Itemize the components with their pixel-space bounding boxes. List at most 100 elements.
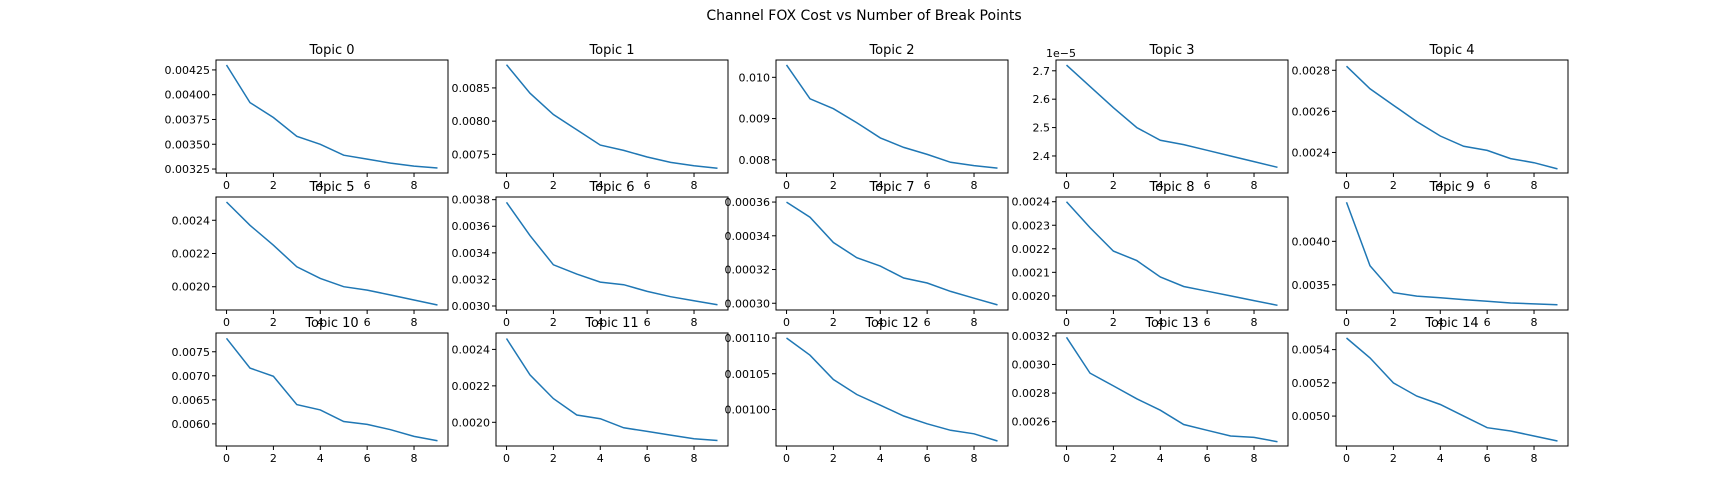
subplot-title: Topic 13	[1144, 316, 1198, 331]
y-tick-label: 0.00375	[165, 113, 211, 126]
y-tick-label: 0.0022	[1012, 243, 1051, 256]
figure-title: Channel FOX Cost vs Number of Break Poin…	[706, 8, 1021, 24]
x-tick-label: 8	[411, 179, 418, 192]
subplot-topic-7: 0 2 4 6 8 0.00030 0.00032 0.00034 0.00036 Topic 7	[725, 180, 1009, 329]
y-tick-label: 2.4	[1033, 150, 1051, 163]
x-tick-label: 6	[1204, 179, 1211, 192]
series-line	[225, 337, 438, 442]
x-tick-label: 0	[223, 452, 230, 465]
x-tick-label: 8	[411, 452, 418, 465]
subplot-topic-9: 0 2 4 6 8 0.0035 0.0040 Topic 9	[1292, 180, 1569, 329]
x-tick-label: 6	[1484, 452, 1491, 465]
x-tick-label: 6	[364, 179, 371, 192]
subplot-title: Topic 10	[304, 316, 358, 331]
x-tick-label: 8	[971, 316, 978, 329]
x-tick-label: 2	[270, 452, 277, 465]
y-tick-label: 0.0080	[452, 115, 491, 128]
subplot-topic-8: 0 2 4 6 8 0.0020 0.0021 0.0022 0.0023 0.0024 Topic…	[1012, 180, 1289, 329]
series-line	[786, 337, 998, 442]
subplot-grid: 0 2 4 6 80.003250.003500.003750.004000.00425…	[165, 43, 1569, 465]
series-line	[1065, 336, 1278, 443]
series-line	[786, 201, 998, 306]
x-tick-label: 0	[1343, 316, 1350, 329]
x-tick-label: 8	[971, 179, 978, 192]
subplot-topic-11: 0 2 4 6 8 0.0020 0.0022 0.0024 Topic 11	[452, 316, 729, 465]
y-tick-label: 0.0026	[1012, 416, 1051, 429]
subplot-title: Topic 4	[1428, 43, 1474, 58]
subplot-title: Topic 7	[868, 180, 914, 195]
x-tick-label: 0	[783, 316, 790, 329]
x-tick-label: 4	[597, 179, 604, 192]
x-tick-label: 0	[503, 452, 510, 465]
x-tick-label: 8	[1531, 179, 1538, 192]
subplot-topic-3: 0 2 4 6 8 2.4 2.5 2.6 2.7 1e−5 Topic 3	[1033, 43, 1289, 192]
y-tick-label: 0.00425	[165, 64, 211, 77]
x-tick-label: 6	[924, 452, 931, 465]
y-tick-label: 0.00030	[725, 297, 771, 310]
y-tick-label: 0.0022	[452, 380, 491, 393]
x-tick-label: 8	[691, 452, 698, 465]
subplot-topic-12: 0 2 4 6 8 0.00100 0.00105 0.00110 Topic 12	[725, 316, 1009, 465]
y-tick-label: 0.0030	[452, 300, 491, 313]
subplot-topic-0: 0 2 4 6 8 0.00325 0.00350 0.00375 0.00400 0.00425…	[165, 43, 449, 192]
y-tick-label: 0.0035	[1292, 279, 1331, 292]
subplot-title: Topic 0	[308, 43, 354, 58]
axes-frame	[775, 59, 1009, 174]
y-tick-label: 0.0024	[1012, 196, 1051, 209]
x-tick-label: 0	[783, 179, 790, 192]
x-tick-label: 4	[877, 452, 884, 465]
x-tick-label: 4	[1157, 452, 1164, 465]
y-tick-label: 0.0085	[452, 82, 491, 95]
x-tick-label: 4	[877, 316, 884, 329]
x-tick-label: 4	[317, 179, 324, 192]
x-tick-label: 8	[1531, 316, 1538, 329]
subplot-topic-1: 0 2 4 6 8 0.0075 0.0080 0.0085 Topic 1	[452, 43, 729, 192]
axes-frame	[1055, 332, 1289, 447]
y-tick-label: 0.0022	[172, 248, 211, 261]
x-tick-label: 6	[364, 452, 371, 465]
axes-frame	[495, 59, 729, 174]
x-tick-label: 8	[1251, 316, 1258, 329]
subplot-title: Topic 3	[1148, 43, 1194, 58]
x-tick-label: 6	[924, 316, 931, 329]
x-tick-label: 4	[1437, 452, 1444, 465]
x-tick-label: 8	[691, 316, 698, 329]
subplot-title: Topic 2	[868, 43, 914, 58]
axes-frame	[775, 332, 1009, 447]
x-tick-label: 2	[550, 452, 557, 465]
x-tick-label: 6	[1204, 316, 1211, 329]
series-line	[1346, 337, 1558, 442]
series-line	[1345, 65, 1558, 170]
x-tick-label: 4	[317, 316, 324, 329]
y-tick-label: 0.0034	[452, 247, 491, 260]
y-tick-label: 0.0050	[1292, 410, 1331, 423]
x-tick-label: 8	[411, 316, 418, 329]
subplot-topic-13: 0 2 4 6 8 0.0026 0.0028 0.0030 0.0032 Topic 13	[1012, 316, 1289, 465]
series-line	[225, 201, 438, 306]
y-tick-label: 0.0040	[1292, 235, 1331, 248]
x-tick-label: 2	[1390, 316, 1397, 329]
x-tick-label: 4	[1157, 179, 1164, 192]
subplot-title: Topic 9	[1428, 180, 1474, 195]
x-tick-label: 4	[597, 452, 604, 465]
axes-frame	[1335, 196, 1569, 311]
y-tick-label: 0.008	[739, 154, 771, 167]
y-tick-label: 0.0070	[172, 370, 211, 383]
y-tick-label: 0.0075	[172, 346, 211, 359]
x-tick-label: 2	[1390, 179, 1397, 192]
subplot-title: Topic 11	[584, 316, 638, 331]
y-tick-label: 0.00400	[165, 89, 211, 102]
subplot-title: Topic 6	[588, 180, 634, 195]
series-line	[505, 64, 718, 170]
x-tick-label: 8	[1251, 179, 1258, 192]
series-line	[505, 338, 718, 442]
y-tick-label: 0.0028	[1012, 387, 1051, 400]
subplot-topic-10: 0 2 4 6 8 0.0060 0.0065 0.0070 0.0075 Topic 10	[172, 316, 449, 465]
y-tick-label: 0.0038	[452, 194, 491, 207]
x-tick-label: 0	[1063, 452, 1070, 465]
series-line	[505, 201, 718, 306]
x-tick-label: 2	[830, 452, 837, 465]
axes-frame	[215, 332, 449, 447]
x-tick-label: 0	[1343, 452, 1350, 465]
axes-frame	[215, 59, 449, 174]
